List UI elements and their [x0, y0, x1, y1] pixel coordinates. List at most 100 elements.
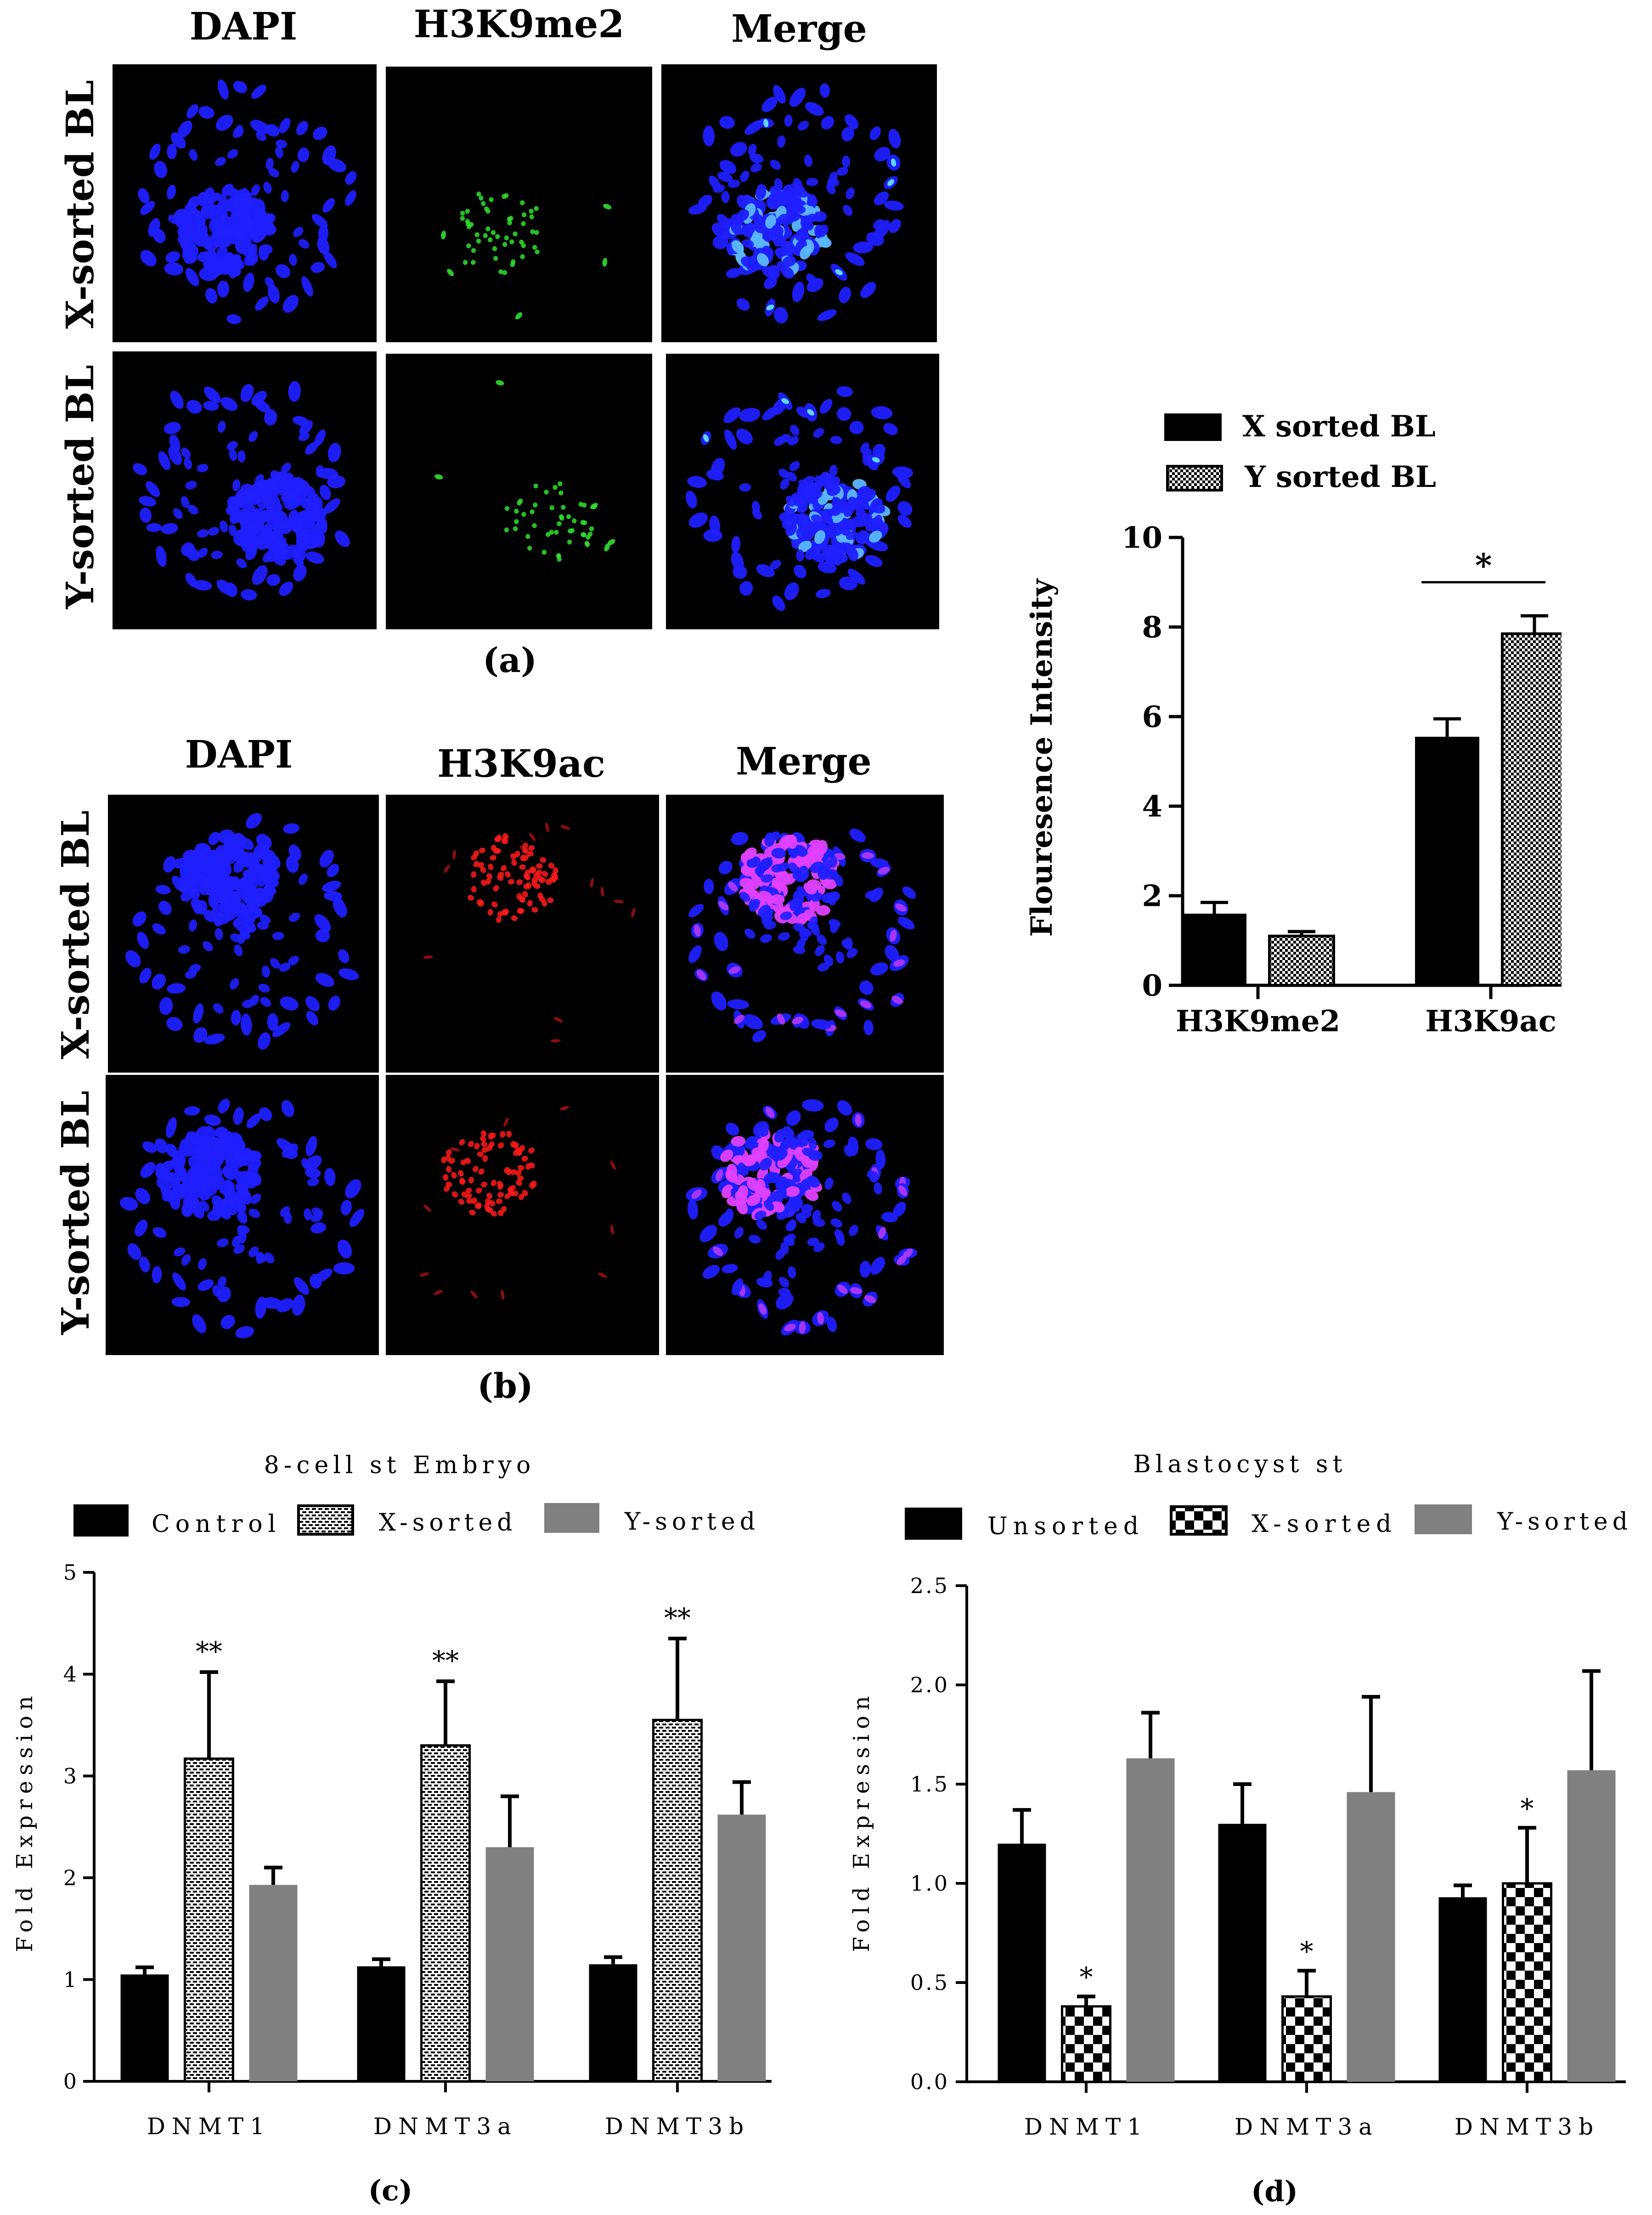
cell-nuclei — [423, 822, 636, 1043]
bar-x-sorted-dnmt3a — [420, 1744, 471, 2083]
micrograph-b-y-merge — [666, 1075, 944, 1355]
micrograph-art — [138, 79, 357, 324]
legend: X sorted BL Y sorted BL — [1164, 409, 1436, 494]
y-tick-label: 0.5 — [910, 1970, 949, 1995]
x-category-label: DNMT1 — [147, 2113, 271, 2140]
cell-nuclei — [685, 386, 913, 611]
micrograph-art — [419, 1106, 616, 1300]
bar-x-sorted-bl-h3k9ac — [1415, 736, 1479, 985]
legend-label-unsorted: Unsorted — [987, 1513, 1144, 1540]
legend-item-x-sorted: X-sorted — [297, 1504, 517, 1537]
micrograph-art — [423, 822, 636, 1043]
bar-x-sorted-bl-h3k9me2 — [1182, 914, 1246, 985]
row-label-x-sorted-a: X-sorted BL — [58, 80, 102, 329]
bar-y-sorted-bl-h3k9ac — [1501, 632, 1562, 987]
legend-item-control: Control — [73, 1504, 276, 1538]
micrograph-art — [441, 192, 612, 320]
significance-marker: * — [1475, 547, 1492, 585]
plot-8cell: 0 1 2 3 4 5 DNMT1 ** DNMT3a ** DNMT3b ** — [63, 1560, 772, 2140]
significance-marker: * — [1080, 1961, 1093, 1993]
legend-swatch-x-sorted — [1164, 413, 1222, 441]
micrograph-art — [688, 828, 916, 1043]
legend-swatch-y-sorted — [1415, 1504, 1472, 1534]
significance-marker: * — [1521, 1793, 1534, 1824]
significance-marker: ** — [432, 1645, 459, 1676]
chart-title: Blastocyst st — [1133, 1451, 1347, 1478]
col-header-dapi-a: DAPI — [189, 5, 298, 49]
col-header-merge-b: Merge — [736, 740, 872, 784]
micrograph-a-x-merge — [661, 64, 937, 342]
micrograph-b-x-dapi — [108, 795, 379, 1073]
bar-y-sorted-dnmt3a — [1347, 1792, 1395, 2082]
micrograph-b-y-h3k9ac — [386, 1075, 659, 1355]
significance-marker: ** — [196, 1636, 222, 1667]
cell-nuclei — [688, 83, 904, 324]
col-header-h3k9ac: H3K9ac — [437, 742, 605, 786]
cell-nuclei — [686, 1099, 918, 1336]
cell-nuclei — [434, 380, 615, 562]
row-label-x-sorted-b: X-sorted BL — [54, 810, 98, 1059]
bar-x-sorted-dnmt1 — [1061, 2005, 1111, 2083]
row-label-y-sorted-b: Y-sorted BL — [54, 1091, 98, 1335]
panel-label-c: (c) — [368, 2174, 412, 2207]
bar-x-sorted-dnmt3a — [1281, 1995, 1332, 2083]
legend-label-x-sorted: X-sorted — [1252, 1510, 1397, 1538]
bar-y-sorted-bl-h3k9me2 — [1268, 934, 1335, 987]
bar-y-sorted-dnmt1 — [1126, 1758, 1175, 2082]
legend-label-x-sorted: X sorted BL — [1242, 409, 1436, 444]
chart-blastocyst: Blastocyst st Unsorted X-sorted Y-sorted… — [849, 1451, 1628, 2208]
col-header-dapi-b: DAPI — [185, 733, 293, 777]
legend-swatch-y-sorted — [1166, 465, 1223, 492]
legend-label-y-sorted: Y sorted BL — [1244, 460, 1436, 494]
chart-title: 8-cell st Embryo — [264, 1452, 536, 1479]
micrograph-b-y-dapi — [106, 1075, 379, 1355]
cell-nuclei — [419, 1106, 616, 1300]
legend-label-x-sorted: X-sorted — [379, 1509, 517, 1537]
x-category-label: DNMT3a — [1235, 2113, 1379, 2140]
x-category-label: DNMT3b — [1455, 2113, 1600, 2140]
y-tick-label: 2 — [63, 1865, 77, 1890]
y-tick-label: 0.0 — [910, 2069, 949, 2094]
micrograph-art — [434, 380, 615, 562]
legend-swatch-control — [73, 1504, 129, 1537]
y-tick-label: 4 — [1142, 789, 1162, 824]
micrograph-art — [688, 83, 904, 324]
micrograph-art — [133, 381, 350, 601]
bar-y-sorted-dnmt3a — [485, 1847, 534, 2081]
bar-control-dnmt3a — [357, 1966, 406, 2081]
micrograph-b-x-h3k9ac — [386, 795, 659, 1073]
cell-nuclei — [125, 813, 359, 1050]
panel-label-b: (b) — [477, 1367, 533, 1406]
chart-8cell: 8-cell st Embryo Control X-sorted Y-sort… — [12, 1452, 772, 2207]
bar-y-sorted-dnmt3b — [1567, 1770, 1616, 2082]
y-tick-label: 2.0 — [910, 1673, 949, 1697]
x-category-label: DNMT3a — [373, 2113, 518, 2140]
bar-x-sorted-dnmt3b — [1502, 1882, 1552, 2083]
x-category-label: H3K9ac — [1425, 1004, 1556, 1039]
micrograph-art — [685, 386, 913, 611]
panel-label-d: (d) — [1251, 2175, 1298, 2208]
x-category-label: DNMT3b — [605, 2113, 750, 2140]
col-header-h3k9me2: H3K9me2 — [413, 2, 625, 46]
micrograph-art — [119, 1098, 365, 1339]
y-tick-label: 2.5 — [910, 1573, 949, 1598]
plot-blastocyst: 0.0 0.5 1.0 1.5 2.0 2.5 DNMT1 * DNMT3a * DNMT3b * — [910, 1573, 1626, 2140]
bar-y-sorted-dnmt1 — [249, 1885, 298, 2081]
fluorescence-chart: X sorted BL Y sorted BL Flouresence Inte… — [1025, 409, 1562, 1039]
cell-nuclei — [138, 79, 357, 324]
fluorescence-plot: 0 2 4 6 8 10 H3K9me2 H3K9ac * — [1122, 520, 1562, 1039]
legend: Control X-sorted Y-sorted — [73, 1503, 755, 1538]
micrograph-art — [125, 813, 359, 1050]
bar-control-dnmt3b — [589, 1964, 637, 2081]
y-tick-label: 1.5 — [910, 1772, 949, 1797]
micrograph-b-x-merge — [666, 795, 944, 1073]
legend-item-y-sorted: Y-sorted — [544, 1503, 755, 1536]
y-tick-label: 10 — [1122, 520, 1162, 555]
x-category-label: DNMT1 — [1024, 2113, 1148, 2140]
bar-unsorted-dnmt1 — [998, 1843, 1046, 2082]
micrograph-a-y-dapi — [113, 351, 377, 629]
bar-y-sorted-dnmt3b — [717, 1814, 766, 2081]
legend-swatch-x-sorted — [297, 1504, 354, 1536]
bar-unsorted-dnmt3a — [1218, 1824, 1267, 2082]
y-tick-label: 2 — [1142, 879, 1162, 913]
